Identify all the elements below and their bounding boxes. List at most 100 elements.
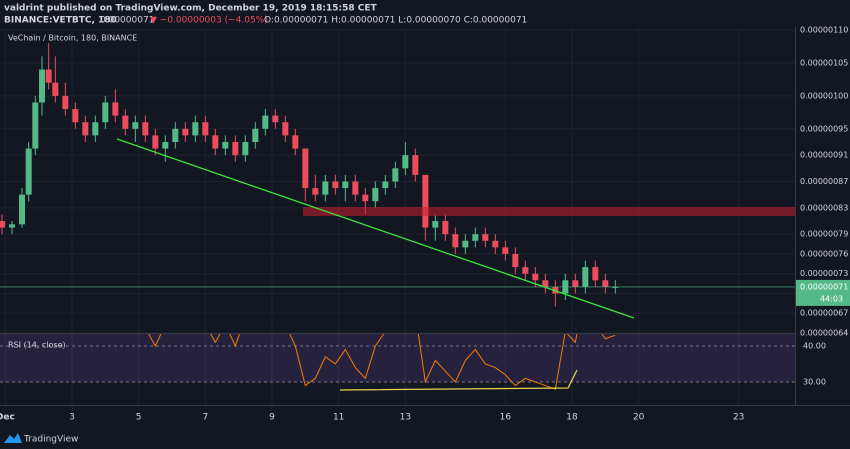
ohlc: O:0.00000071 H:0.00000071 L:0.00000070 C… (264, 16, 527, 26)
candle-body (252, 128, 259, 142)
logo (4, 433, 22, 443)
x-tick-label: 20 (633, 413, 645, 423)
candle-body (312, 188, 319, 195)
x-tick-label: 18 (566, 413, 578, 423)
rsi-band (0, 334, 795, 382)
candle-body (242, 141, 249, 156)
candle-body (372, 188, 379, 202)
candle-body (432, 221, 439, 228)
candle-body (342, 181, 349, 189)
candle-body (192, 122, 199, 136)
candle-body (592, 267, 599, 281)
x-tick-label: 9 (269, 413, 275, 423)
y-tick-label: 0.00000076 (800, 249, 848, 258)
candle-body (512, 253, 519, 268)
y-tick-label: 0.00000079 (800, 230, 848, 239)
candle-body (542, 280, 549, 287)
candle-body (62, 95, 69, 110)
candle-body (92, 122, 99, 136)
candle-body (572, 280, 579, 287)
axes: Dec 3 5 7 9 11 13 16 18 20 23 0.00000110 0.00000105 0… (0, 26, 850, 423)
candle-body (322, 181, 329, 195)
y-tick-label: 0.00000100 (800, 91, 848, 100)
candle-body (292, 135, 299, 149)
candle-body (462, 240, 469, 248)
candle-body (25, 148, 32, 195)
candle-body (282, 122, 289, 136)
x-tick-label: 7 (202, 413, 208, 423)
candle-body (112, 102, 119, 116)
y-tick-label: 0.00000105 (800, 58, 848, 67)
candle-body (442, 221, 449, 235)
candle-body (612, 286, 619, 288)
candle-body (212, 135, 219, 149)
candle-body (582, 267, 589, 287)
candle-body (352, 181, 359, 195)
publisher: valdrint published on TradingView.com, D… (4, 4, 378, 14)
candle-body (222, 141, 229, 149)
candle-body (472, 234, 479, 241)
candle-body (382, 181, 389, 189)
rsi-title: RSI (14, close) (8, 341, 66, 350)
candle-body (102, 102, 109, 123)
candle-body (152, 135, 159, 149)
divergence-line (339, 369, 578, 391)
candle-body (39, 69, 45, 103)
candle-body (122, 115, 129, 129)
price-label-box (796, 279, 850, 306)
candle-body (262, 115, 269, 129)
trend-line (116, 138, 635, 319)
x-tick-label: 3 (69, 413, 75, 423)
candle-body (232, 141, 239, 156)
candle-body (532, 273, 539, 281)
candle-body (452, 234, 459, 248)
candle-body (302, 148, 309, 189)
candle-body (132, 122, 139, 129)
candle-body (9, 224, 15, 228)
candle-body (602, 280, 609, 287)
candle-body (142, 122, 149, 136)
y-tick-label: 0.00000091 (800, 151, 848, 160)
timer: 44:03 (820, 294, 843, 303)
x-tick-label: 13 (400, 413, 411, 423)
x-tick-label: 5 (136, 413, 142, 423)
candle-body (32, 102, 39, 149)
candle-body (45, 69, 52, 83)
symbol: BINANCE:VETBTC, 180 (4, 16, 117, 26)
price-pane (0, 43, 619, 307)
y-tick-label: 0.00000064 (800, 329, 848, 338)
chart-title: VeChain / Bitcoin, 180, BINANCE (8, 34, 137, 43)
y-tick-label: 0.00000095 (800, 124, 848, 133)
candle-body (392, 168, 399, 182)
rsi-tick-label: 30.00 (803, 377, 826, 386)
x-tick-label: 16 (500, 413, 512, 423)
y-tick-label: 0.00000110 (800, 26, 848, 35)
y-tick-label: 0.00000087 (800, 177, 848, 186)
candle-body (422, 174, 429, 228)
candle-body (272, 115, 279, 123)
rsi-pane (148, 334, 616, 390)
x-tick-label: Dec (0, 413, 15, 423)
resistance-zone (303, 207, 795, 216)
candle-body (412, 155, 419, 175)
x-tick-label: 11 (333, 413, 344, 423)
candle-body (182, 128, 189, 136)
candle-body (0, 221, 6, 228)
change: ▼ −0.00000003 (−4.05%) (150, 16, 268, 26)
last-price: 0.00000071 (100, 16, 154, 26)
candle-body (19, 194, 25, 225)
candle-body (362, 194, 369, 202)
y-tick-label: 0.00000073 (800, 269, 848, 278)
y-tick-label: 0.00000083 (800, 203, 848, 212)
candle-body (332, 181, 339, 189)
brand: TradingView (23, 435, 78, 445)
candle-body (82, 122, 89, 136)
candle-body (402, 155, 409, 169)
rsi-tick-label: 40.00 (803, 341, 826, 350)
rsi-line (148, 334, 616, 390)
candle-body (172, 128, 179, 142)
candle-body (502, 247, 509, 254)
x-tick-label: 23 (733, 413, 744, 423)
footer (0, 428, 850, 449)
